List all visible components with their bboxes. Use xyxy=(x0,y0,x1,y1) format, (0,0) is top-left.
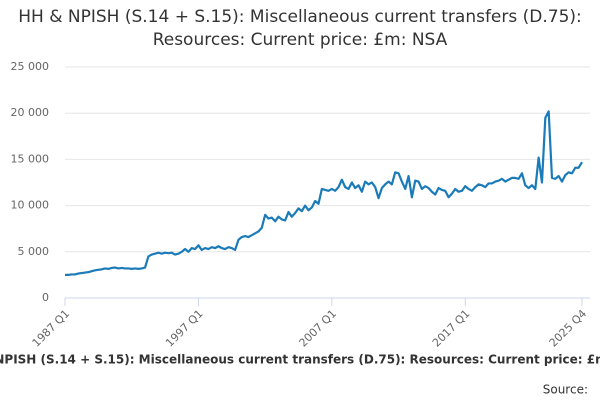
line-series xyxy=(65,110,583,276)
y-tick-label: 0 xyxy=(42,291,49,304)
y-tick-label: 20 000 xyxy=(11,106,50,119)
caption: HH & NPISH (S.14 + S.15): Miscellaneous … xyxy=(0,353,600,367)
y-tick-label: 5 000 xyxy=(18,245,50,258)
x-tick-label: 1997 Q1 xyxy=(163,307,206,350)
x-tick-label: 2007 Q1 xyxy=(297,307,340,350)
y-tick-label: 15 000 xyxy=(11,152,50,165)
x-tick-label: 2025 Q4 xyxy=(547,307,590,350)
source: Source: xyxy=(543,383,588,397)
chart-title: HH & NPISH (S.14 + S.15): Miscellaneous … xyxy=(18,7,582,50)
y-tick-label: 10 000 xyxy=(11,199,50,212)
x-tick-label: 1987 Q1 xyxy=(30,307,73,350)
y-tick-label: 25 000 xyxy=(11,60,50,73)
x-tick-label: 2017 Q1 xyxy=(430,307,473,350)
